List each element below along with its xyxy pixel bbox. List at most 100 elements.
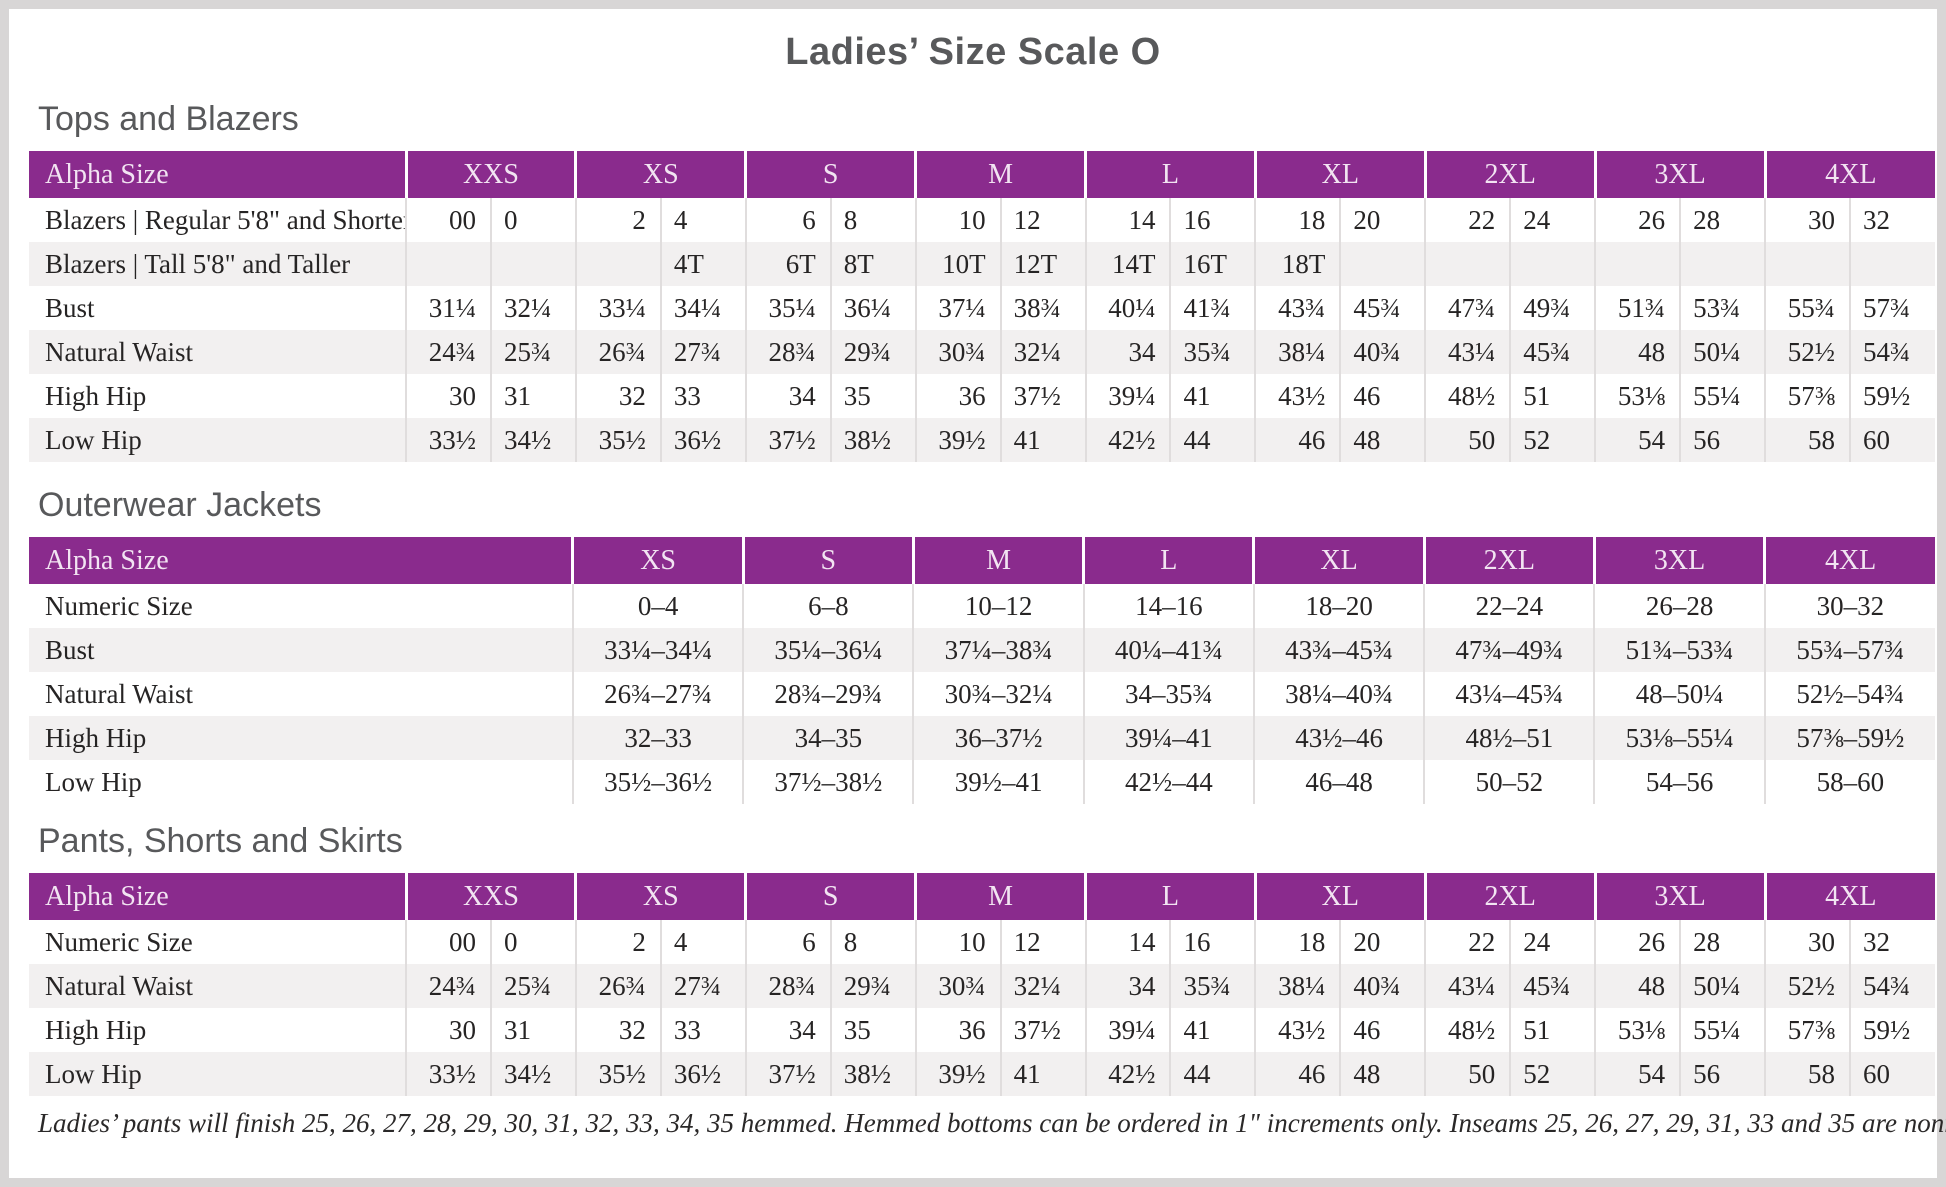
- size-value-cell: 30¾: [914, 964, 1001, 1008]
- column-header-2xl: 2XL: [1423, 151, 1596, 198]
- size-value-cell: 43¼–45¾: [1423, 672, 1595, 716]
- size-value-cell: 51¾: [1594, 286, 1681, 330]
- column-header-4xl: 4XL: [1763, 873, 1935, 920]
- column-header-alpha-size: Alpha Size: [29, 873, 407, 920]
- size-value-cell: 22: [1424, 920, 1511, 964]
- size-value-cell: 24: [1509, 198, 1596, 242]
- size-value-cell: 33: [659, 374, 746, 418]
- column-header-2xl: 2XL: [1422, 537, 1595, 584]
- size-value-cell: 26¾–27¾: [571, 672, 744, 716]
- column-header-l: L: [1084, 873, 1256, 920]
- size-value-cell: 54: [1594, 418, 1681, 462]
- size-value-cell: 52: [1509, 418, 1596, 462]
- size-value-cell: 8T: [829, 242, 916, 286]
- column-header-xl: XL: [1253, 873, 1426, 920]
- page-title: Ladies’ Size Scale O: [785, 31, 1161, 73]
- size-value-cell: 27¾: [659, 964, 746, 1008]
- size-value-cell: 38¼–40¾: [1252, 672, 1425, 716]
- row-label: Bust: [45, 634, 95, 665]
- size-value-cell: 33¼–34¼: [571, 628, 744, 672]
- size-value-cell: 28: [1679, 198, 1766, 242]
- size-value-cell: 24¾: [405, 964, 491, 1008]
- size-value-cell: 37½: [999, 374, 1086, 418]
- size-value-cell: 35¼–36¼: [742, 628, 914, 672]
- size-value-cell: 26: [1594, 920, 1681, 964]
- size-value-cell: 55¼: [1679, 374, 1766, 418]
- size-value-cell: 60: [1848, 1052, 1935, 1096]
- size-value-cell: 48: [1594, 330, 1681, 374]
- size-value-cell: 34½: [489, 418, 576, 462]
- size-value-cell: 55¾: [1764, 286, 1850, 330]
- row-label: Bust: [45, 292, 95, 323]
- size-value-cell: 16T: [1169, 242, 1256, 286]
- size-value-cell: 24¾: [405, 330, 491, 374]
- size-value-cell: 40¾: [1339, 964, 1426, 1008]
- size-value-cell: 41¾: [1169, 286, 1256, 330]
- size-value-cell: 10: [914, 198, 1001, 242]
- size-value-cell: 2: [574, 920, 661, 964]
- size-value-cell: 48½–51: [1423, 716, 1595, 760]
- size-value-cell: 33½: [405, 418, 491, 462]
- table-row: Numeric Size 00 0 2 4 6 8 10 12 14 16 18 20 22 24 26 28 3…: [29, 920, 1935, 964]
- row-label: Natural Waist: [45, 678, 194, 709]
- header-row: Alpha Size XXS XS S M L XL 2XL 3XL 4XL: [29, 873, 1935, 920]
- size-value-cell: 57⅜: [1764, 374, 1850, 418]
- table-row: High Hip 32–33 34–35 36–37½ 39¼–41 43½–46 48½–…: [29, 716, 1935, 760]
- column-header-4xl: 4XL: [1763, 151, 1935, 198]
- column-header-3xl: 3XL: [1593, 873, 1766, 920]
- size-value-cell: 50: [1424, 418, 1511, 462]
- size-value-cell: 25¾: [489, 964, 576, 1008]
- size-value-cell: 43½–46: [1252, 716, 1425, 760]
- size-value-cell: 32: [574, 1008, 661, 1052]
- size-value-cell: 54¾: [1848, 964, 1935, 1008]
- size-value-cell: 46: [1254, 418, 1341, 462]
- size-value-cell: 31: [489, 374, 576, 418]
- size-value-cell: 41: [999, 1052, 1086, 1096]
- size-value-cell: 41: [999, 418, 1086, 462]
- size-value-cell: 4: [659, 198, 746, 242]
- size-value-cell: 55¼: [1679, 1008, 1766, 1052]
- size-value-cell: 40¼–41¾: [1082, 628, 1254, 672]
- size-value-cell: 43½: [1254, 1008, 1341, 1052]
- size-value-cell: 26: [1594, 198, 1681, 242]
- size-value-cell: 42½–44: [1082, 760, 1254, 804]
- size-value-cell: 36½: [659, 1052, 746, 1096]
- size-value-cell: 32: [1848, 920, 1935, 964]
- section-heading-outerwear-jackets: Outerwear Jackets: [38, 486, 322, 524]
- section-heading-tops-and-blazers: Tops and Blazers: [38, 100, 299, 138]
- size-value-cell: 12: [999, 920, 1086, 964]
- row-label: Natural Waist: [45, 336, 194, 367]
- column-header-s: S: [744, 151, 916, 198]
- size-value-cell: 29¾: [829, 964, 916, 1008]
- size-value-cell: 4T: [659, 242, 746, 286]
- size-value-cell: 34–35: [742, 716, 914, 760]
- size-value-cell: 22–24: [1423, 584, 1595, 628]
- size-value-cell: 41: [1169, 1008, 1256, 1052]
- column-header-s: S: [741, 537, 914, 584]
- table-row: High Hip 30 31 32 33 34 35 36 37½ 39¼ 41 43½ 46 48½ 51…: [29, 374, 1935, 418]
- size-value-cell: 45¾: [1509, 964, 1596, 1008]
- size-value-cell: 52½: [1764, 330, 1850, 374]
- size-value-cell: 38½: [829, 1052, 916, 1096]
- table-row: Low Hip 33½ 34½ 35½ 36½ 37½ 38½ 39½ 41 42½ 44 46 48 5…: [29, 418, 1935, 462]
- header-row: Alpha Size XS S M L XL 2XL 3XL 4XL: [29, 537, 1935, 584]
- size-value-cell: 35½: [574, 1052, 661, 1096]
- size-value-cell: 34: [744, 374, 831, 418]
- size-value-cell: 29¾: [829, 330, 916, 374]
- column-header-xl: XL: [1253, 151, 1426, 198]
- size-value-cell: [1424, 242, 1511, 286]
- size-value-cell: 45¾: [1509, 330, 1596, 374]
- size-value-cell: 18T: [1254, 242, 1341, 286]
- size-value-cell: 39¼: [1084, 374, 1171, 418]
- size-value-cell: [1509, 242, 1596, 286]
- table-row: Bust 33¼–34¼ 35¼–36¼ 37¼–38¾ 40¼–41¾ 43¾–45¾ 4…: [29, 628, 1935, 672]
- size-value-cell: 50¼: [1679, 964, 1766, 1008]
- size-value-cell: 28: [1679, 920, 1766, 964]
- row-label: Low Hip: [45, 1058, 142, 1089]
- size-value-cell: 44: [1169, 418, 1256, 462]
- size-value-cell: 42½: [1084, 1052, 1171, 1096]
- size-value-cell: 20: [1339, 198, 1426, 242]
- size-value-cell: 41: [1169, 374, 1256, 418]
- size-value-cell: 30: [405, 374, 491, 418]
- size-value-cell: 30¾–32¼: [912, 672, 1084, 716]
